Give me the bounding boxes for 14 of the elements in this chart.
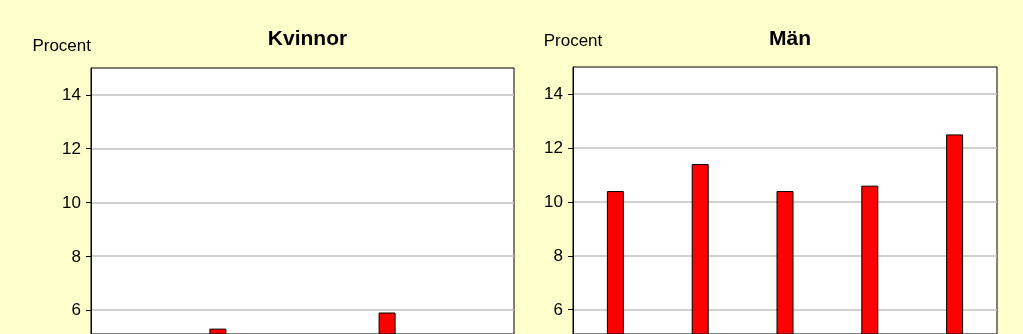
y-tick-label: 14 xyxy=(544,84,563,104)
y-tick-label: 10 xyxy=(544,192,563,212)
y-tick-label: 8 xyxy=(71,246,81,266)
y-tick-label: 8 xyxy=(553,246,563,266)
y-axis-title: Procent xyxy=(32,36,92,55)
y-tick-label: 12 xyxy=(62,139,81,159)
y-tick-label: 6 xyxy=(553,300,563,320)
y-axis-title: Procent xyxy=(543,31,603,50)
y-tick-label: 14 xyxy=(62,85,81,105)
chart-title: Män xyxy=(769,26,811,49)
y-tick-label: 12 xyxy=(544,138,563,158)
chart-title: Kvinnor xyxy=(267,26,348,49)
y-tick-label: 6 xyxy=(71,300,81,320)
y-tick-label: 10 xyxy=(62,192,81,212)
